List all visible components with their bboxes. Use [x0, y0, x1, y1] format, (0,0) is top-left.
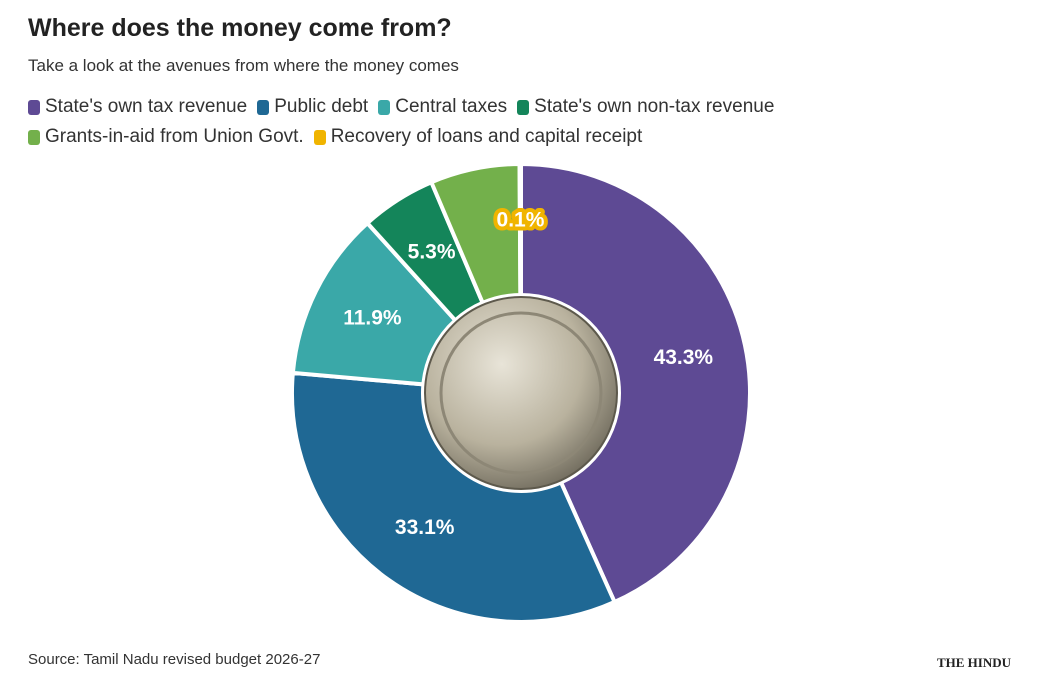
legend-label: Recovery of loans and capital receipt	[330, 126, 643, 147]
data-label: 33.1%	[395, 516, 455, 539]
legend-item: Public debt	[257, 96, 368, 118]
legend-item: Grants-in-aid from Union Govt.	[28, 126, 304, 148]
slice	[517, 162, 523, 298]
data-label: 0.1%	[497, 209, 545, 232]
coin	[424, 296, 618, 490]
legend-swatch	[517, 99, 530, 115]
legend-item: Recovery of loans and capital receipt	[313, 126, 643, 148]
slice	[290, 221, 458, 387]
logo: THE HINDU	[936, 655, 1011, 670]
legend-label: State's own non-tax revenue	[534, 96, 775, 117]
legend-item: State's own non-tax revenue	[517, 96, 774, 118]
legend-swatch	[378, 99, 391, 115]
legend-label: State's own tax revenue	[45, 96, 248, 117]
legend-label: Central taxes	[395, 96, 508, 117]
legend-item: Central taxes	[378, 96, 507, 118]
coin-rim	[439, 311, 603, 475]
slice	[290, 370, 617, 624]
legend-label: Grants-in-aid from Union Govt.	[45, 126, 304, 147]
legend-swatch	[257, 99, 270, 115]
legend-swatch	[313, 129, 326, 145]
legend-swatch	[28, 129, 40, 145]
legend-label: Public debt	[274, 96, 369, 117]
chart-title: Where does the money come from?	[28, 14, 452, 42]
legend-item: State's own tax revenue	[28, 96, 247, 118]
source: Source: Tamil Nadu revised budget 2026-2…	[28, 651, 321, 668]
data-label: 43.3%	[654, 346, 714, 369]
data-label: 5.3%	[408, 241, 456, 264]
slice	[519, 162, 752, 605]
legend-swatch	[28, 99, 40, 115]
legend: State's own tax revenue Public debt Centra…	[28, 96, 848, 148]
data-label: 11.9%	[343, 307, 402, 330]
chart-subtitle: Take a look at the avenues from where th…	[28, 56, 459, 75]
